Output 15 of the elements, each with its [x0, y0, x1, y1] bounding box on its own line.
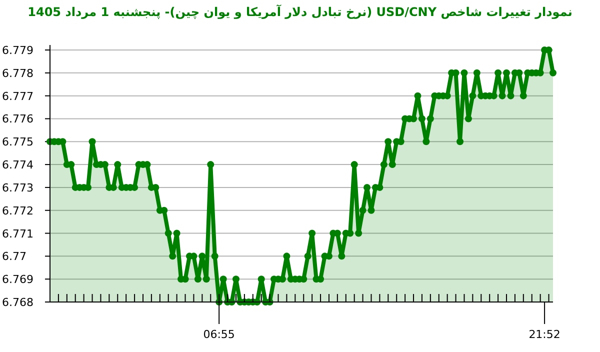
y-tick-label: 6.771 — [2, 227, 34, 240]
y-tick-label: 6.773 — [2, 181, 34, 194]
y-tick-label: 6.779 — [2, 44, 34, 57]
y-tick-label: 6.768 — [2, 296, 34, 309]
y-tick-label: 6.772 — [2, 204, 34, 218]
y-tick-label: 6.77 — [2, 250, 26, 264]
chart-title: نمودار تغییرات شاخص USD/CNY (نرخ تبادل دلار آمریکا و یوان چین)- پنجشنبه 1 مرداد 1405 — [26, 5, 574, 19]
y-tick-label: 6.776 — [2, 112, 34, 126]
x-tick-label: 21:52 — [528, 328, 560, 341]
y-tick-label: 6.778 — [2, 66, 34, 80]
y-tick-label: 6.777 — [2, 90, 34, 103]
y-tick-label: 6.775 — [2, 136, 34, 149]
y-tick-label: 6.774 — [2, 158, 34, 172]
x-tick-label: 06:55 — [203, 328, 235, 341]
y-tick-label: 6.769 — [2, 273, 34, 286]
